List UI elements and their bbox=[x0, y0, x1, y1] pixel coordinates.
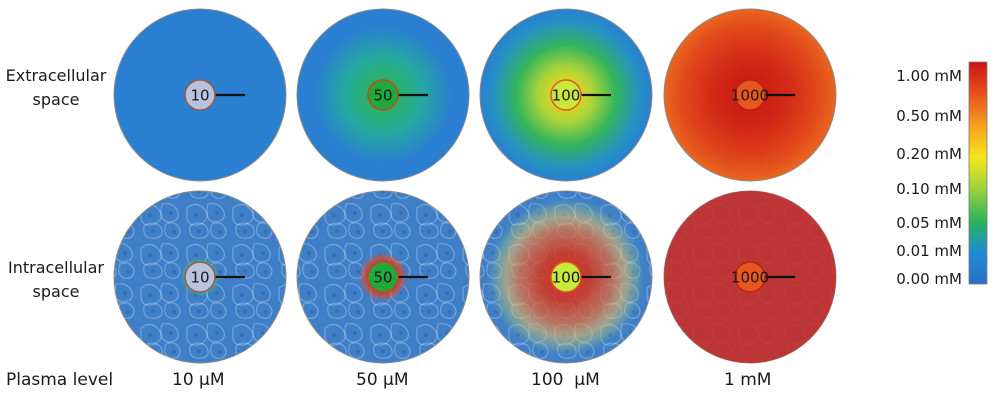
row-label-extracellular-line1: Extracellular bbox=[5, 66, 107, 85]
core-value-extracellular-100: 100 bbox=[552, 87, 581, 105]
plasma-level-10uM: 10 µM bbox=[172, 370, 225, 390]
row-label-extracellular: Extracellular space bbox=[0, 64, 112, 112]
plasma-level-50uM: 50 µM bbox=[356, 370, 409, 390]
core-circle-extracellular-100 bbox=[550, 79, 582, 111]
core-value-intracellular-50: 50 bbox=[373, 269, 392, 287]
row-label-intracellular-line2: space bbox=[32, 282, 80, 301]
scale-tick-label-3: 0.10 mM bbox=[896, 180, 962, 198]
row-label-extracellular-line2: space bbox=[32, 90, 80, 109]
row-label-intracellular: Intracellular space bbox=[0, 256, 112, 304]
core-circle-intracellular-1000 bbox=[734, 261, 766, 293]
core-circle-intracellular-100 bbox=[550, 261, 582, 293]
plasma-level-label: Plasma level bbox=[6, 370, 114, 390]
row-label-intracellular-line1: Intracellular bbox=[7, 258, 104, 277]
scale-tick-label-4: 0.05 mM bbox=[896, 214, 962, 232]
core-value-intracellular-1000: 1000 bbox=[731, 269, 769, 287]
scale-tick-label-6: 0.00 mM bbox=[896, 270, 962, 288]
core-circle-intracellular-50 bbox=[367, 261, 399, 293]
core-circle-extracellular-50 bbox=[367, 79, 399, 111]
intracellular-disc-50 bbox=[296, 190, 470, 364]
scale-tick-label-1: 0.50 mM bbox=[896, 107, 962, 125]
core-value-intracellular-10: 10 bbox=[190, 269, 209, 287]
core-circle-extracellular-1000 bbox=[734, 79, 766, 111]
scale-tick-label-0: 1.00 mM bbox=[896, 67, 962, 85]
core-value-extracellular-1000: 1000 bbox=[731, 87, 769, 105]
scale-tick-label-2: 0.20 mM bbox=[896, 145, 962, 163]
plasma-level-1mM: 1 mM bbox=[724, 370, 772, 390]
color-scale-gradient bbox=[968, 61, 988, 285]
core-value-intracellular-100: 100 bbox=[552, 269, 581, 287]
core-value-extracellular-10: 10 bbox=[190, 87, 209, 105]
plasma-level-100uM: 100 µM bbox=[531, 370, 600, 390]
core-circle-extracellular-10 bbox=[184, 79, 216, 111]
scale-tick-label-5: 0.01 mM bbox=[896, 242, 962, 260]
core-circle-intracellular-10 bbox=[184, 261, 216, 293]
core-value-extracellular-50: 50 bbox=[373, 87, 392, 105]
color-scale-bar: 1.00 mM 0.50 mM 0.20 mM 0.10 mM 0.05 mM 0.01 … bbox=[896, 61, 988, 288]
